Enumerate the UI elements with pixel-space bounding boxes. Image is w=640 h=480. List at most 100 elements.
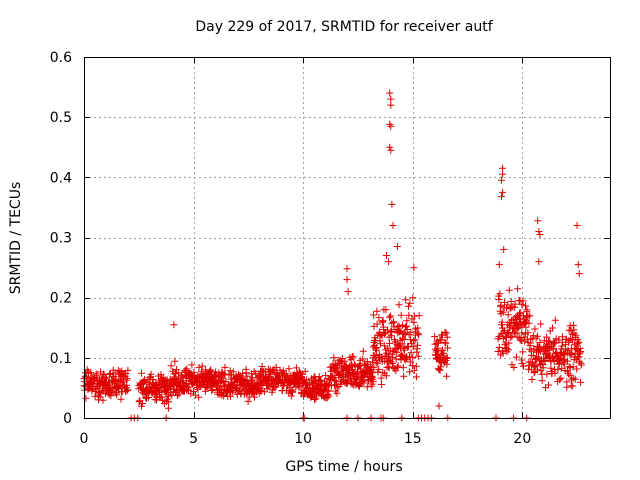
data-point: [395, 301, 403, 309]
data-point: [370, 363, 378, 371]
data-point: [182, 366, 190, 374]
data-point: [239, 370, 247, 378]
data-point: [414, 324, 422, 332]
data-point: [360, 379, 368, 387]
data-point: [406, 358, 414, 366]
data-point: [415, 331, 423, 339]
data-point: [518, 356, 526, 364]
data-point: [549, 324, 557, 332]
data-point: [368, 372, 376, 380]
data-point: [499, 349, 507, 357]
data-point: [525, 365, 532, 373]
data-point: [405, 302, 412, 310]
data-point: [389, 359, 396, 367]
data-point: [519, 312, 527, 320]
data-point: [567, 351, 575, 359]
data-point: [389, 353, 397, 361]
y-tick-label: 0.6: [50, 50, 72, 66]
data-point: [571, 375, 579, 383]
data-point: [124, 366, 132, 374]
x-tick-label: 5: [189, 431, 198, 447]
data-point: [507, 297, 515, 305]
data-point: [379, 317, 387, 325]
data-point: [522, 323, 530, 331]
data-point: [410, 264, 418, 272]
y-tick-label: 0.5: [50, 110, 72, 126]
data-point: [377, 331, 385, 339]
data-point: [569, 363, 577, 371]
data-point: [534, 332, 541, 340]
data-point: [208, 387, 216, 394]
y-axis-label: SRMTID / TECUs: [8, 182, 24, 295]
data-point: [408, 362, 416, 369]
tick-labels: 0 5 10 15 20 0 0.1 0.2 0.3 0.4 0.5 0.6: [50, 50, 532, 447]
data-point: [374, 359, 382, 367]
data-point: [431, 333, 439, 340]
data-point: [377, 374, 385, 382]
data-point: [159, 373, 167, 381]
data-point: [386, 313, 393, 321]
data-point: [577, 378, 585, 386]
data-point: [195, 363, 203, 371]
data-point: [546, 337, 554, 345]
data-point: [367, 362, 375, 370]
data-point: [443, 372, 451, 380]
data-point: [387, 146, 395, 154]
data-point: [403, 326, 411, 333]
data-point: [568, 376, 575, 384]
data-point: [577, 361, 585, 369]
data-point: [387, 101, 395, 109]
data-point: [414, 352, 422, 360]
data-point: [387, 358, 395, 366]
data-point: [495, 343, 503, 351]
data-point: [525, 319, 533, 327]
data-point: [551, 316, 559, 324]
data-point: [380, 323, 388, 331]
data-point: [564, 357, 571, 365]
data-point: [226, 367, 234, 375]
data-point: [95, 389, 103, 397]
data-point: [390, 318, 397, 326]
data-point: [162, 386, 170, 394]
data-point: [537, 320, 545, 328]
data-point: [498, 318, 506, 326]
data-point: [569, 382, 577, 390]
data-point: [372, 344, 380, 351]
data-point: [505, 286, 513, 294]
data-point: [185, 386, 192, 394]
data-point: [525, 361, 533, 369]
data-point: [301, 367, 309, 375]
data-point: [195, 393, 203, 401]
data-point: [414, 341, 421, 349]
data-point: [409, 294, 417, 302]
data-point: [499, 308, 507, 316]
data-point: [531, 325, 539, 333]
data-point: [535, 258, 543, 266]
data-point: [560, 360, 568, 368]
data-point: [369, 378, 377, 386]
data-point: [499, 188, 507, 196]
data-point: [382, 372, 390, 380]
data-point: [499, 164, 507, 172]
x-tick-label: 0: [80, 431, 89, 447]
data-point: [406, 368, 414, 376]
data-point: [443, 354, 451, 362]
data-point: [520, 362, 527, 370]
data-point: [359, 347, 367, 355]
data-point: [386, 339, 394, 347]
data-point: [393, 363, 401, 371]
data-point: [216, 386, 224, 393]
data-point: [441, 338, 449, 346]
data-point: [343, 276, 351, 284]
plot-frame: [84, 57, 611, 419]
data-point: [495, 261, 503, 269]
data-point: [386, 89, 394, 97]
data-point: [363, 383, 371, 391]
data-point: [114, 383, 122, 391]
data-point: [403, 317, 411, 325]
data-point: [536, 339, 544, 346]
data-point: [504, 346, 512, 354]
data-point: [147, 370, 155, 378]
data-point: [523, 306, 531, 314]
data-point: [573, 222, 581, 229]
